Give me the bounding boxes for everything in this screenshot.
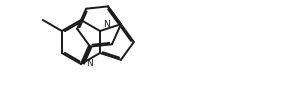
Text: N: N (86, 59, 93, 68)
Text: N: N (103, 20, 110, 29)
